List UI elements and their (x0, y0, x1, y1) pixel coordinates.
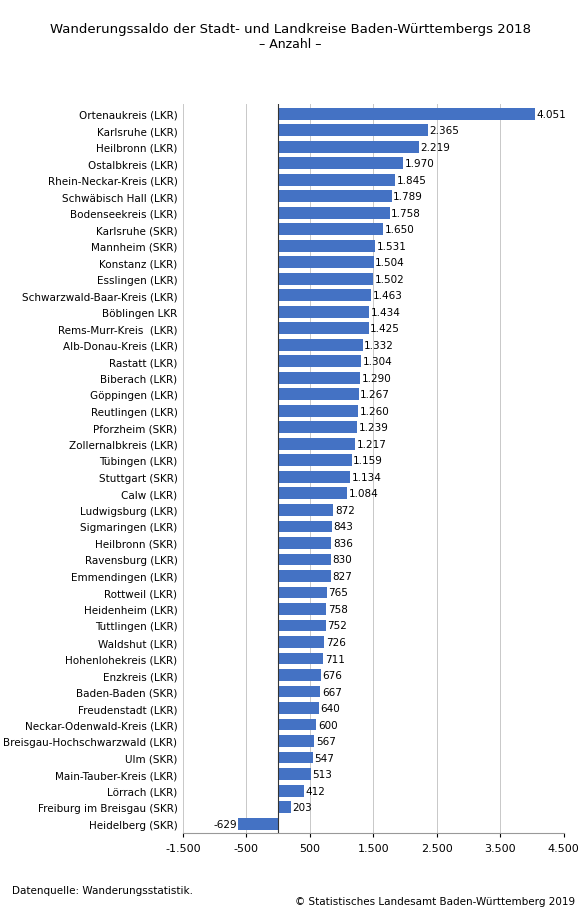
Bar (278, 422, 357, 434)
Bar (238, 818, 278, 830)
Text: 600: 600 (318, 720, 338, 730)
Text: 1.134: 1.134 (352, 473, 382, 483)
Text: 758: 758 (328, 604, 347, 614)
Bar (278, 373, 360, 384)
Bar (278, 752, 313, 763)
Text: 2.219: 2.219 (421, 143, 450, 153)
Text: 513: 513 (312, 769, 332, 779)
Bar (278, 208, 390, 220)
Bar (278, 323, 368, 335)
Bar (278, 768, 311, 780)
Text: 1.502: 1.502 (375, 274, 405, 284)
Text: 1.332: 1.332 (364, 341, 394, 351)
Bar (278, 159, 403, 170)
Text: 1.845: 1.845 (397, 176, 426, 186)
Bar (278, 455, 352, 466)
Bar (278, 438, 356, 450)
Bar (278, 587, 327, 599)
Bar (278, 340, 363, 352)
Bar (278, 653, 323, 665)
Bar (278, 637, 324, 649)
Text: 4.051: 4.051 (537, 109, 566, 119)
Text: Datenquelle: Wanderungsstatistik.: Datenquelle: Wanderungsstatistik. (12, 885, 193, 895)
Text: 2.365: 2.365 (430, 126, 460, 136)
Bar (278, 505, 333, 517)
Bar (278, 356, 361, 368)
Text: 827: 827 (332, 571, 352, 581)
Bar (278, 389, 358, 401)
Text: 726: 726 (326, 638, 346, 648)
Text: 1.789: 1.789 (393, 192, 423, 202)
Text: 1.304: 1.304 (363, 357, 392, 367)
Text: 1.970: 1.970 (405, 159, 435, 169)
Text: 1.217: 1.217 (357, 439, 387, 449)
Text: 1.531: 1.531 (377, 241, 407, 251)
Text: 1.159: 1.159 (353, 456, 383, 466)
Bar (278, 686, 321, 698)
Bar (278, 554, 331, 566)
Bar (278, 619, 326, 631)
Text: 1.260: 1.260 (360, 406, 389, 416)
Bar (278, 719, 316, 731)
Bar (278, 472, 350, 484)
Text: 567: 567 (315, 736, 336, 746)
Bar (278, 521, 332, 533)
Text: 1.504: 1.504 (375, 258, 405, 268)
Bar (278, 273, 374, 285)
Text: 547: 547 (314, 752, 334, 763)
Text: 1.267: 1.267 (360, 390, 390, 400)
Text: 1.463: 1.463 (372, 291, 403, 301)
Text: 1.084: 1.084 (349, 489, 378, 499)
Text: 836: 836 (333, 538, 353, 548)
Bar (278, 307, 369, 319)
Bar (278, 257, 374, 269)
Text: 1.758: 1.758 (391, 209, 421, 219)
Bar (278, 290, 371, 302)
Text: 830: 830 (332, 555, 352, 565)
Bar (278, 488, 347, 500)
Bar (278, 142, 419, 154)
Text: 1.425: 1.425 (370, 324, 400, 334)
Bar (278, 405, 358, 417)
Text: 640: 640 (320, 703, 340, 713)
Text: 711: 711 (325, 654, 345, 664)
Text: 676: 676 (322, 670, 342, 681)
Text: 765: 765 (328, 588, 348, 598)
Bar (278, 224, 383, 236)
Bar (278, 702, 319, 714)
Bar (278, 108, 535, 120)
Bar (278, 802, 291, 814)
Text: 1.239: 1.239 (358, 423, 388, 433)
Bar (278, 735, 314, 747)
Bar (278, 175, 395, 187)
Bar (278, 537, 331, 549)
Text: 752: 752 (328, 620, 347, 630)
Text: 667: 667 (322, 687, 342, 697)
Bar (278, 670, 321, 681)
Text: 1.650: 1.650 (385, 225, 414, 235)
Text: 203: 203 (293, 803, 313, 813)
Text: – Anzahl –: – Anzahl – (259, 38, 322, 51)
Bar (278, 603, 326, 615)
Text: © Statistisches Landesamt Baden-Württemberg 2019: © Statistisches Landesamt Baden-Württemb… (295, 896, 575, 906)
Bar (278, 784, 304, 796)
Bar (278, 125, 428, 137)
Text: 872: 872 (335, 506, 355, 516)
Bar (278, 570, 331, 582)
Bar (278, 241, 375, 252)
Text: 843: 843 (333, 522, 353, 532)
Text: 1.434: 1.434 (371, 308, 400, 318)
Text: -629: -629 (213, 819, 236, 829)
Bar (278, 191, 392, 203)
Text: Wanderungssaldo der Stadt- und Landkreise Baden-Württembergs 2018: Wanderungssaldo der Stadt- und Landkreis… (50, 23, 531, 36)
Text: 1.290: 1.290 (361, 374, 392, 384)
Text: 412: 412 (306, 785, 326, 795)
